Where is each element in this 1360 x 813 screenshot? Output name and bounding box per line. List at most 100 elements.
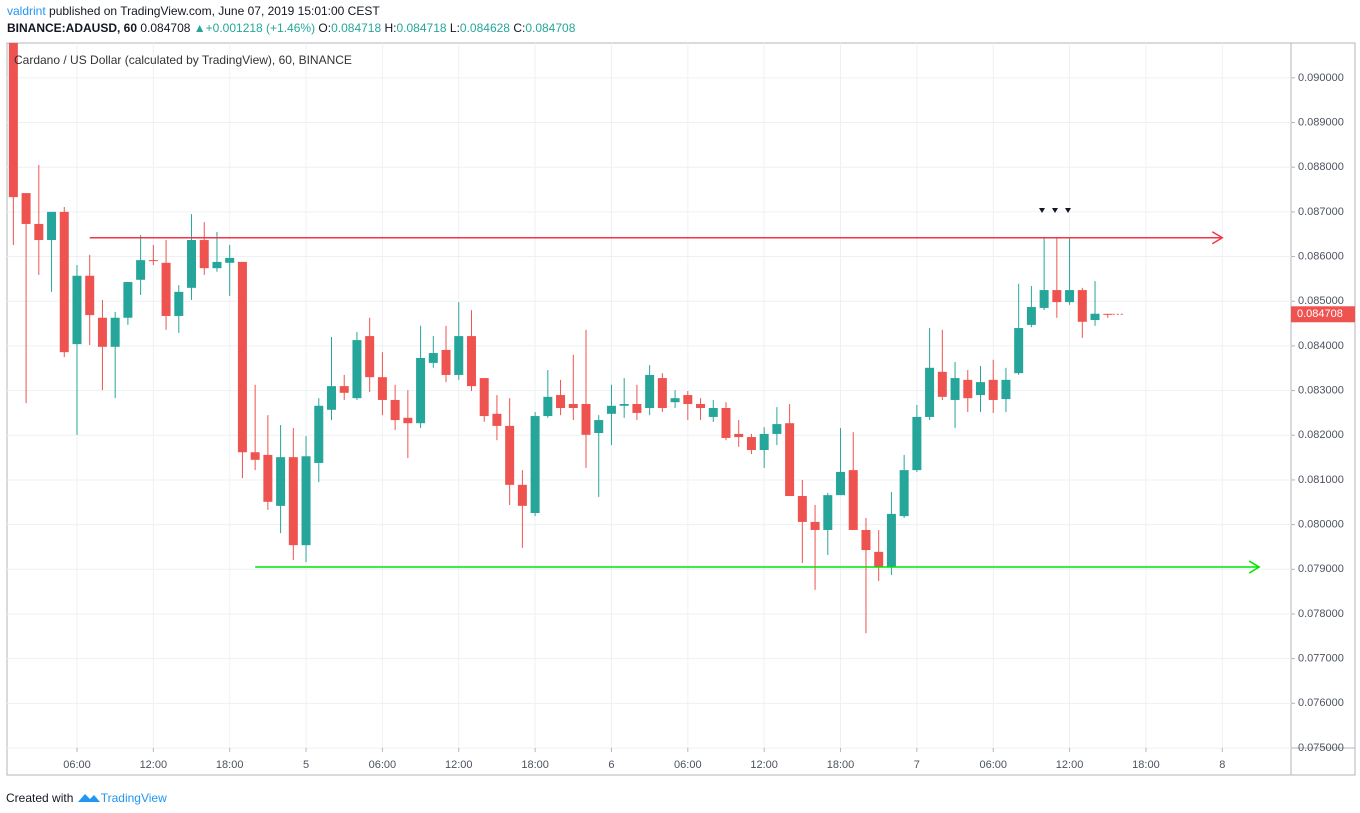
candle-body <box>505 425 515 485</box>
y-tick-label: 0.076000 <box>1298 697 1344 709</box>
candle-body <box>530 416 540 513</box>
candle-body <box>1001 379 1011 400</box>
candle-body <box>1077 290 1087 322</box>
candle-body <box>123 282 133 318</box>
last-price-label: 0.084708 <box>1297 308 1343 320</box>
ohlc-value: 0.084718 <box>396 21 447 35</box>
signal-markers <box>1039 208 1071 213</box>
candle-body <box>823 495 833 530</box>
x-tick-label: 06:00 <box>63 759 91 771</box>
y-tick-label: 0.086000 <box>1298 250 1344 262</box>
candle-body <box>187 240 197 288</box>
candle-body <box>263 454 273 502</box>
candle-body <box>568 403 578 409</box>
x-tick-label: 12:00 <box>750 759 778 771</box>
candle-body <box>594 420 604 434</box>
candle-body <box>963 379 973 399</box>
candle-body <box>416 357 426 424</box>
candle-body <box>1103 313 1113 315</box>
candle-body <box>556 395 566 409</box>
x-tick-label: 18:00 <box>521 759 549 771</box>
candle-body <box>301 456 311 546</box>
y-tick-label: 0.081000 <box>1298 474 1344 486</box>
candle-body <box>237 261 247 453</box>
candle-body <box>161 262 171 316</box>
y-tick-label: 0.087000 <box>1298 206 1344 218</box>
ohlc-label: H: <box>384 21 397 35</box>
candle-body <box>746 437 756 451</box>
ohlc-value: 0.084628 <box>459 21 510 35</box>
x-tick-label: 06:00 <box>369 759 397 771</box>
candle-body <box>390 399 400 421</box>
candle-body <box>47 211 57 241</box>
candle-body <box>21 193 31 224</box>
candle-body <box>836 471 846 496</box>
ohlc-label: O: <box>318 21 332 35</box>
candle-body <box>479 378 489 417</box>
x-tick-label: 12:00 <box>140 759 168 771</box>
publish-line: valdrint published on TradingView.com, J… <box>7 4 380 18</box>
candle-body <box>326 386 336 410</box>
level-arrow <box>1211 231 1224 245</box>
y-tick-label: 0.085000 <box>1298 295 1344 307</box>
y-tick-label: 0.080000 <box>1298 519 1344 531</box>
published: published on TradingView.com, June 07, 2… <box>45 4 380 18</box>
last-price-box <box>1291 306 1355 323</box>
logo <box>77 794 100 802</box>
candle-body <box>874 551 884 568</box>
x-tick-label: 18:00 <box>1132 759 1160 771</box>
candle-body <box>428 353 438 363</box>
candle-body <box>136 260 146 280</box>
candle-body <box>97 317 107 347</box>
ohlc-value: 0.084718 <box>331 21 382 35</box>
candle-body <box>377 377 387 400</box>
brand[interactable]: TradingView <box>100 791 167 805</box>
candle-body <box>250 452 260 460</box>
candle-body <box>1090 313 1100 320</box>
candle-body <box>225 257 235 263</box>
candle-body <box>937 371 947 397</box>
created: Created with <box>6 791 74 805</box>
candle-body <box>466 336 476 387</box>
candle-body <box>454 336 464 375</box>
symbol: BINANCE:ADAUSD, 60 <box>7 21 138 35</box>
candle-body <box>85 275 95 316</box>
y-tick-label: 0.089000 <box>1298 116 1344 128</box>
y-tick-label: 0.084000 <box>1298 340 1344 352</box>
candle-body <box>212 261 222 269</box>
candle-body <box>734 433 744 438</box>
candle-body <box>683 395 693 404</box>
candle-body <box>59 211 69 353</box>
candle-body <box>543 396 553 417</box>
x-tick-label: 6 <box>608 759 614 771</box>
y-tick-label: 0.082000 <box>1298 429 1344 441</box>
candle-body <box>988 379 998 400</box>
level-arrow <box>1248 560 1261 574</box>
candle-body <box>314 405 324 463</box>
x-tick-label: 8 <box>1219 759 1225 771</box>
candle-body <box>352 340 362 399</box>
candle-body <box>276 457 286 506</box>
author[interactable]: valdrint <box>7 4 46 18</box>
candle-body <box>759 433 769 451</box>
plot <box>8 43 1261 634</box>
candle-body <box>632 403 642 413</box>
footer: Created with TradingView <box>6 788 167 805</box>
candle-body <box>174 291 184 316</box>
candle-body <box>72 275 82 345</box>
candle-body <box>797 496 807 522</box>
candle-body <box>581 403 591 435</box>
candle-body <box>34 223 44 241</box>
candle-body <box>861 529 871 551</box>
candle-body <box>199 240 209 269</box>
candle-body <box>848 470 858 530</box>
candle-body <box>912 416 922 471</box>
candle-body <box>1039 290 1049 308</box>
candle-body <box>1065 290 1075 303</box>
candle-body <box>606 405 616 414</box>
last: 0.084708 <box>140 21 191 35</box>
candle-body <box>517 484 527 506</box>
x-tick-label: 12:00 <box>1056 759 1084 771</box>
